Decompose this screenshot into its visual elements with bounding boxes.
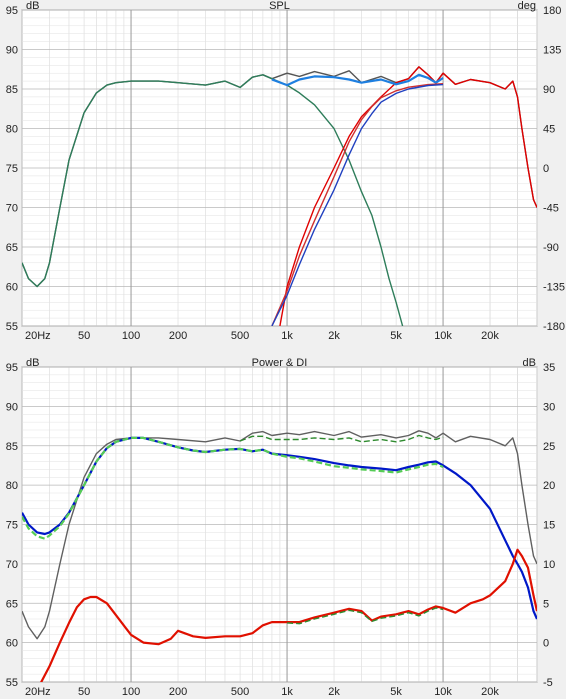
x-tick-label: 500	[231, 330, 249, 342]
right-axis-unit: deg	[518, 0, 536, 12]
series-group	[22, 430, 537, 682]
y-right-tick-label: 0	[543, 163, 549, 175]
grid	[21, 9, 538, 327]
x-tick-label: 100	[122, 330, 140, 342]
y-tick-label: 95	[6, 362, 18, 374]
y-right-tick-label: -5	[543, 677, 553, 689]
y-right-tick-label: 5	[543, 598, 549, 610]
series-line	[271, 73, 444, 87]
series-line	[239, 434, 444, 443]
y-right-tick-label: 90	[543, 84, 555, 96]
y-right-tick-label: 15	[543, 520, 555, 532]
y-tick-label: 75	[6, 163, 18, 175]
y-tick-label: 85	[6, 84, 18, 96]
series-line	[22, 430, 537, 640]
y-right-tick-label: 135	[543, 45, 561, 57]
series-line	[279, 66, 537, 326]
series-line	[271, 83, 444, 326]
y-tick-label: 85	[6, 441, 18, 453]
y-right-tick-label: 20	[543, 480, 555, 492]
x-tick-label: 20k	[481, 686, 499, 698]
x-tick-label: 500	[231, 686, 249, 698]
x-tick-label: 5k	[390, 686, 402, 698]
x-tick-label: 50	[78, 686, 90, 698]
series-line	[287, 607, 444, 625]
y-tick-label: 80	[6, 124, 18, 136]
y-right-tick-label: 35	[543, 362, 555, 374]
x-tick-label: 10k	[434, 686, 452, 698]
chart-title: Power & DI	[252, 357, 308, 369]
x-tick-label: 200	[169, 686, 187, 698]
series-line	[22, 436, 444, 540]
chart-title: SPL	[269, 0, 290, 12]
x-tick-label: 20Hz	[25, 330, 51, 342]
y-right-tick-label: -135	[543, 282, 565, 294]
y-right-tick-label: 30	[543, 401, 555, 413]
x-tick-label: 200	[169, 330, 187, 342]
series-line	[40, 548, 537, 682]
y-right-tick-label: 45	[543, 124, 555, 136]
y-tick-label: 60	[6, 638, 18, 650]
y-right-tick-label: -45	[543, 203, 559, 215]
left-axis-unit: dB	[26, 357, 39, 369]
y-tick-label: 55	[6, 321, 18, 333]
y-tick-label: 90	[6, 401, 18, 413]
y-tick-label: 65	[6, 598, 18, 610]
y-tick-label: 60	[6, 282, 18, 294]
x-tick-label: 50	[78, 330, 90, 342]
x-tick-label: 1k	[281, 330, 293, 342]
grid	[21, 366, 538, 683]
x-tick-label: 20Hz	[25, 686, 51, 698]
y-right-tick-label: 10	[543, 559, 555, 571]
y-tick-label: 65	[6, 242, 18, 254]
y-right-tick-label: -180	[543, 321, 565, 333]
y-right-tick-label: 180	[543, 5, 561, 17]
right-axis-unit: dB	[523, 357, 536, 369]
x-tick-label: 2k	[328, 686, 340, 698]
x-tick-label: 100	[122, 686, 140, 698]
y-tick-label: 90	[6, 45, 18, 57]
x-tick-label: 20k	[481, 330, 499, 342]
chart-panel-2: 55 60 65 70 75 80 85 90 95 -5 0 5 10 15 20 25 30 35 20Hz 50…	[6, 357, 556, 698]
series-line	[22, 74, 404, 326]
y-right-tick-label: 25	[543, 441, 555, 453]
y-tick-label: 95	[6, 5, 18, 17]
x-tick-label: 1k	[281, 686, 293, 698]
series-line	[271, 83, 444, 326]
y-right-tick-label: 0	[543, 638, 549, 650]
y-tick-label: 55	[6, 677, 18, 689]
left-axis-unit: dB	[26, 0, 39, 12]
series-group	[22, 66, 537, 326]
y-tick-label: 80	[6, 480, 18, 492]
x-tick-label: 2k	[328, 330, 340, 342]
chart-panel-1: 55 60 65 70 75 80 85 90 95 -180 -135 -90 -45 0 45 90 135…	[6, 0, 565, 342]
y-tick-label: 70	[6, 559, 18, 571]
y-tick-label: 75	[6, 520, 18, 532]
y-right-tick-label: -90	[543, 242, 559, 254]
x-tick-label: 10k	[434, 330, 452, 342]
x-tick-label: 5k	[390, 330, 402, 342]
y-tick-label: 70	[6, 203, 18, 215]
